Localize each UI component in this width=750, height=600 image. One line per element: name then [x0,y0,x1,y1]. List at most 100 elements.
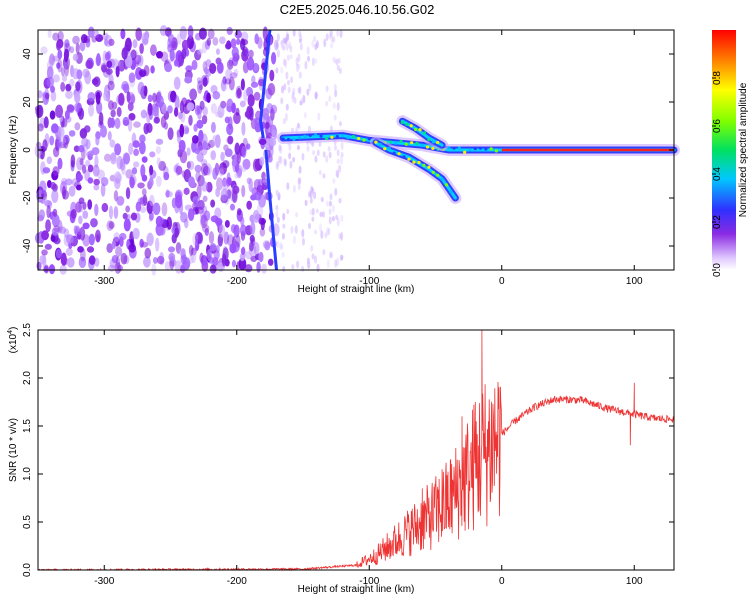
noise-speck [191,135,199,144]
noise-speck [87,92,96,102]
noise-speck [97,169,106,180]
trace-blob [431,146,435,150]
noise-speck [292,184,296,193]
noise-speck [215,187,221,198]
trace-blob [440,177,444,181]
noise-speck [328,216,332,225]
noise-speck [295,212,299,218]
noise-speck [139,196,148,207]
trace-blob [314,133,318,137]
noise-speck [42,139,48,152]
trace-blob [405,122,409,126]
noise-speck [296,260,300,269]
noise-speck [106,243,113,254]
noise-speck [278,155,282,163]
noise-speck [130,94,136,104]
noise-speck [123,218,131,232]
noise-speck [88,233,95,246]
noise-speck [241,145,247,158]
noise-speck [125,205,131,213]
noise-speck [340,214,344,222]
noise-speck [80,34,88,44]
noise-speck [150,44,157,56]
noise-speck [306,46,310,55]
noise-speck [95,34,104,43]
noise-speck [322,249,326,256]
noise-speck [73,225,78,235]
noise-speck [329,30,333,38]
noise-speck [87,199,93,210]
noise-speck [214,217,223,226]
noise-speck [108,205,114,220]
noise-speck [325,100,329,107]
noise-speck [291,91,295,100]
noise-speck [231,259,237,268]
noise-speck [78,256,87,269]
noise-speck [202,140,208,150]
noise-speck [275,161,279,169]
noise-speck [267,83,276,96]
noise-speck [94,257,100,267]
noise-speck [138,141,146,155]
noise-speck [155,215,163,228]
noise-speck [101,64,108,73]
trace-blob [431,170,435,174]
noise-speck [312,150,316,156]
noise-speck [206,92,211,104]
noise-speck [78,215,83,225]
noise-speck [122,212,128,220]
noise-speck [108,38,115,47]
noise-speck [132,39,138,49]
noise-speck [334,187,338,196]
noise-speck [212,36,219,46]
noise-speck [73,145,80,153]
noise-speck [176,33,182,45]
noise-speck [198,27,207,40]
noise-speck [235,85,242,96]
noise-speck [144,247,152,259]
noise-speck [319,223,323,232]
snr-line [37,329,675,572]
noise-speck [336,149,340,157]
noise-speck [338,164,342,173]
noise-speck [107,131,112,141]
noise-speck [79,158,84,166]
noise-speck [228,76,235,91]
noise-speck [250,194,257,201]
noise-speck [295,57,299,66]
noise-speck [245,251,253,260]
noise-speck [336,170,340,179]
noise-speck [231,102,236,114]
noise-speck [41,230,49,241]
noise-speck [233,224,240,238]
noise-speck [336,158,340,164]
noise-speck [212,167,218,180]
noise-speck [76,173,83,182]
noise-speck [125,187,131,200]
noise-speck [236,207,242,216]
noise-speck [63,136,69,149]
x-tick-label: 100 [626,576,643,587]
y-tick-label: 2.5 [22,323,33,337]
noise-speck [45,219,51,233]
noise-speck [338,233,342,239]
y-tick-label: -40 [22,238,33,253]
noise-speck [244,110,250,118]
noise-speck [326,227,330,236]
noise-speck [183,187,190,196]
noise-speck [51,189,59,204]
noise-speck [42,196,48,205]
trace-blob [341,134,345,138]
noise-speck [229,203,236,211]
y-tick-label: 0 [22,147,33,153]
noise-speck [166,216,173,230]
noise-speck [127,101,134,112]
noise-speck [302,94,306,104]
trace-blob [420,143,424,148]
noise-speck [157,226,164,236]
noise-speck [286,54,290,61]
noise-speck [280,244,284,250]
noise-speck [275,189,279,196]
y-tick-label: 1.5 [22,419,33,433]
